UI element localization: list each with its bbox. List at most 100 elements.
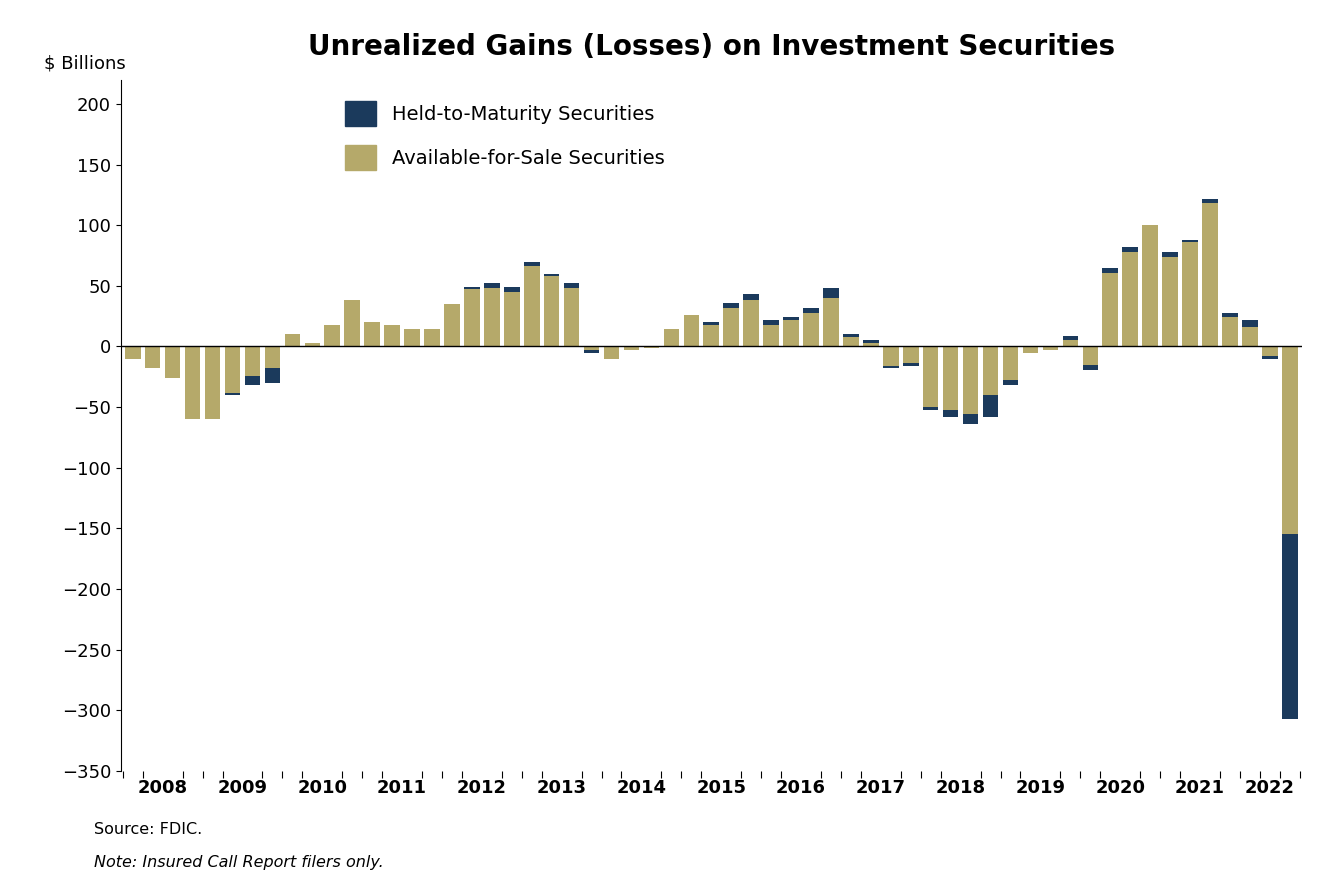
Bar bbox=[843, 337, 859, 346]
Bar bbox=[1243, 320, 1257, 327]
Bar bbox=[1043, 346, 1057, 350]
Bar bbox=[1023, 346, 1039, 353]
Bar bbox=[764, 324, 778, 346]
Bar bbox=[804, 313, 819, 346]
Bar bbox=[1282, 346, 1298, 534]
Bar bbox=[863, 343, 879, 346]
Bar bbox=[743, 294, 760, 300]
Bar bbox=[1122, 247, 1138, 252]
Bar bbox=[205, 346, 220, 419]
Bar bbox=[264, 346, 280, 369]
Bar bbox=[544, 276, 560, 346]
Bar bbox=[624, 346, 639, 350]
Bar bbox=[1223, 313, 1237, 346]
Bar bbox=[1282, 534, 1298, 719]
Bar bbox=[1102, 268, 1118, 273]
Bar bbox=[663, 330, 679, 346]
Bar bbox=[1102, 268, 1118, 346]
Bar bbox=[1063, 340, 1078, 346]
Bar bbox=[1223, 313, 1237, 317]
Bar bbox=[464, 287, 479, 290]
Bar bbox=[1002, 346, 1019, 380]
Bar bbox=[1162, 252, 1178, 257]
Bar bbox=[364, 323, 380, 346]
Text: Source: FDIC.: Source: FDIC. bbox=[94, 822, 203, 837]
Bar bbox=[285, 334, 301, 346]
Bar bbox=[1142, 225, 1158, 346]
Bar bbox=[962, 415, 978, 424]
Bar bbox=[224, 346, 240, 392]
Bar bbox=[325, 324, 340, 346]
Bar bbox=[505, 291, 519, 346]
Bar bbox=[264, 369, 280, 383]
Bar bbox=[345, 300, 360, 346]
Bar bbox=[1202, 198, 1217, 204]
Bar bbox=[484, 284, 499, 288]
Bar bbox=[943, 346, 958, 409]
Bar bbox=[703, 324, 719, 346]
Legend: Held-to-Maturity Securities, Available-for-Sale Securities: Held-to-Maturity Securities, Available-f… bbox=[337, 93, 672, 178]
Bar bbox=[743, 300, 760, 346]
Bar bbox=[484, 288, 499, 346]
Bar bbox=[764, 320, 778, 324]
Bar bbox=[584, 346, 600, 350]
Bar bbox=[424, 330, 440, 346]
Bar bbox=[923, 407, 938, 409]
Bar bbox=[244, 376, 260, 385]
Bar bbox=[505, 287, 519, 291]
Bar bbox=[843, 334, 859, 337]
Bar bbox=[1182, 240, 1198, 346]
Bar bbox=[1182, 240, 1198, 242]
Bar bbox=[404, 330, 420, 346]
Bar bbox=[604, 346, 619, 359]
Bar bbox=[165, 346, 180, 378]
Bar bbox=[943, 409, 958, 416]
Bar bbox=[903, 363, 918, 366]
Text: $ Billions: $ Billions bbox=[44, 55, 126, 73]
Bar bbox=[863, 340, 879, 343]
Bar bbox=[544, 274, 560, 276]
Bar bbox=[982, 395, 998, 416]
Bar bbox=[1202, 204, 1217, 346]
Bar bbox=[444, 304, 460, 346]
Bar bbox=[1162, 252, 1178, 346]
Bar bbox=[703, 323, 719, 324]
Bar bbox=[185, 346, 200, 419]
Bar bbox=[784, 320, 798, 346]
Bar bbox=[523, 267, 539, 346]
Bar bbox=[305, 343, 319, 346]
Bar bbox=[804, 307, 819, 313]
Bar bbox=[384, 324, 400, 346]
Bar bbox=[903, 346, 918, 366]
Bar bbox=[823, 288, 839, 298]
Bar bbox=[1063, 336, 1078, 340]
Bar bbox=[1243, 320, 1257, 346]
Bar bbox=[523, 261, 539, 267]
Bar bbox=[244, 346, 260, 376]
Bar bbox=[683, 315, 699, 346]
Bar bbox=[224, 392, 240, 395]
Bar bbox=[564, 288, 580, 346]
Bar bbox=[1002, 380, 1019, 385]
Bar bbox=[962, 346, 978, 415]
Bar bbox=[923, 346, 938, 407]
Title: Unrealized Gains (Losses) on Investment Securities: Unrealized Gains (Losses) on Investment … bbox=[307, 33, 1115, 61]
Bar bbox=[145, 346, 161, 369]
Bar bbox=[464, 290, 479, 346]
Bar bbox=[1083, 365, 1098, 369]
Bar bbox=[982, 346, 998, 395]
Bar bbox=[125, 346, 141, 359]
Text: Note: Insured Call Report filers only.: Note: Insured Call Report filers only. bbox=[94, 855, 384, 870]
Bar bbox=[1261, 346, 1278, 356]
Bar bbox=[644, 346, 659, 347]
Bar bbox=[1083, 346, 1098, 365]
Bar bbox=[723, 307, 739, 346]
Bar bbox=[784, 317, 798, 320]
Bar bbox=[883, 366, 899, 369]
Bar bbox=[883, 346, 899, 369]
Bar bbox=[723, 303, 739, 307]
Bar bbox=[564, 284, 580, 288]
Bar bbox=[584, 350, 600, 353]
Bar bbox=[823, 298, 839, 346]
Bar bbox=[1122, 247, 1138, 346]
